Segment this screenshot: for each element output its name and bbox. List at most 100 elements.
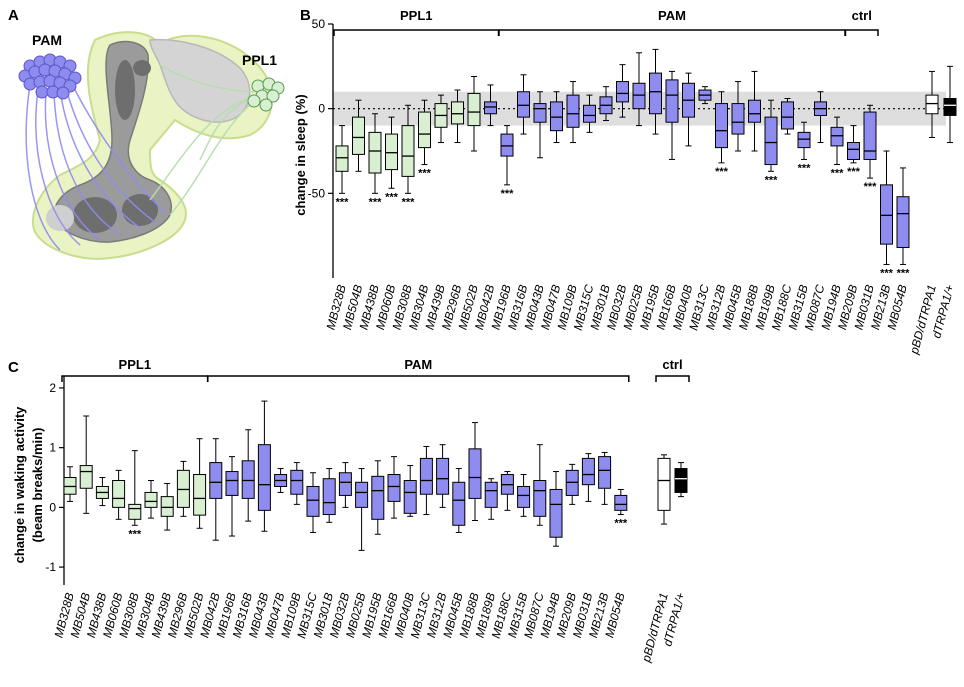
box-MB166B xyxy=(387,456,401,519)
box-MB438B xyxy=(95,477,109,507)
y-axis-label-b: change in sleep (%) xyxy=(293,94,308,215)
box-MB060B xyxy=(112,469,126,520)
box-MB109B xyxy=(290,462,304,505)
significance-marker: *** xyxy=(880,267,894,279)
box xyxy=(925,94,939,115)
box-MB054B: *** xyxy=(896,167,911,279)
box-MB031B xyxy=(581,453,595,502)
panel-label-c: C xyxy=(8,359,19,376)
box xyxy=(355,481,369,508)
y-tick-label: 1 xyxy=(49,441,56,455)
box-MB439B xyxy=(160,482,174,531)
box-pBD/dTRPA1 xyxy=(657,454,671,525)
box-MB316B xyxy=(517,74,530,135)
box-MB213B xyxy=(598,451,612,505)
box-MB313C xyxy=(419,445,433,516)
brain-schematic: PAM PPL1 xyxy=(18,31,285,260)
box xyxy=(517,485,531,508)
box-MB504B xyxy=(352,99,365,172)
group-bracket xyxy=(655,375,690,382)
box-MB213B: *** xyxy=(880,150,894,279)
panel-a: A xyxy=(8,7,285,260)
box-MB438B: *** xyxy=(368,113,383,208)
significance-marker: *** xyxy=(369,196,383,208)
box xyxy=(193,474,207,516)
box-MB188C xyxy=(500,471,514,511)
y-tick-label: 2 xyxy=(49,381,56,395)
box-dTRPA1/+ xyxy=(674,462,688,498)
box-MB032B xyxy=(338,462,352,508)
box xyxy=(632,82,646,110)
box xyxy=(371,475,385,520)
box xyxy=(781,101,794,130)
box-MB296B xyxy=(451,89,464,144)
box-MB031B: *** xyxy=(863,104,877,193)
box xyxy=(598,456,612,489)
box xyxy=(418,111,431,149)
box xyxy=(550,101,563,132)
group-label: PAM xyxy=(404,357,432,372)
y-tick-label: -1 xyxy=(45,560,56,574)
y-axis-label-c: change in waking activity xyxy=(12,406,27,564)
box xyxy=(748,99,761,123)
box-MB296B xyxy=(176,460,190,517)
box xyxy=(241,460,255,499)
group-bracket xyxy=(844,29,879,36)
box-MB209B: *** xyxy=(847,125,861,178)
box xyxy=(467,92,481,127)
box-MB301B xyxy=(599,86,613,122)
box-MB060B: *** xyxy=(385,116,399,203)
box-MB313C xyxy=(698,86,712,105)
box xyxy=(715,103,728,149)
box xyxy=(160,496,174,517)
pam-cluster xyxy=(18,53,82,100)
box-MB189B xyxy=(484,478,498,520)
box-MB087C xyxy=(814,91,827,144)
box-MB312B xyxy=(436,444,450,508)
box-MB166B xyxy=(665,70,679,160)
box xyxy=(517,91,530,118)
box xyxy=(764,116,778,166)
panel-label-a: A xyxy=(8,7,19,24)
group-bracket xyxy=(333,29,500,36)
box-MB504B xyxy=(79,415,93,514)
box xyxy=(436,457,450,495)
box xyxy=(79,465,93,489)
panel-c: C change in waking activity (beam breaks… xyxy=(8,357,690,664)
group-bracket xyxy=(207,375,630,382)
box-MB043B xyxy=(257,400,271,532)
box xyxy=(847,142,860,160)
box-MB195B xyxy=(371,460,385,535)
box-MB189B: *** xyxy=(764,99,778,186)
box-MB502B xyxy=(467,75,481,152)
box-MB196B xyxy=(225,456,239,537)
significance-marker: *** xyxy=(614,518,628,530)
panel-b: B change in sleep (%) 50 0 -50 PPL1 PAM ctrl *… xyxy=(293,7,957,356)
box xyxy=(401,125,415,177)
box-MB025B xyxy=(355,468,369,551)
box xyxy=(322,478,336,516)
group-label: PPL1 xyxy=(400,8,433,23)
y-tick-label: 0 xyxy=(49,500,56,514)
box-MB308B: *** xyxy=(401,104,415,208)
box-dTRPA1/+ xyxy=(943,65,957,144)
box xyxy=(419,457,433,495)
box xyxy=(257,444,271,511)
pam-label: PAM xyxy=(32,32,62,48)
significance-marker: *** xyxy=(798,162,812,174)
box-MB040B xyxy=(682,72,695,147)
box xyxy=(352,116,365,155)
box-MB195B xyxy=(649,48,662,135)
box xyxy=(943,98,957,116)
box-MB315C xyxy=(306,472,320,533)
box xyxy=(368,131,382,174)
box-MB188B xyxy=(468,422,482,522)
box xyxy=(731,103,745,135)
box-MB439B xyxy=(434,94,448,144)
box-MB188C xyxy=(781,98,794,135)
box xyxy=(209,462,223,499)
box-MB188B xyxy=(748,70,761,152)
group-bracket xyxy=(61,375,209,382)
significance-marker: *** xyxy=(897,267,911,279)
